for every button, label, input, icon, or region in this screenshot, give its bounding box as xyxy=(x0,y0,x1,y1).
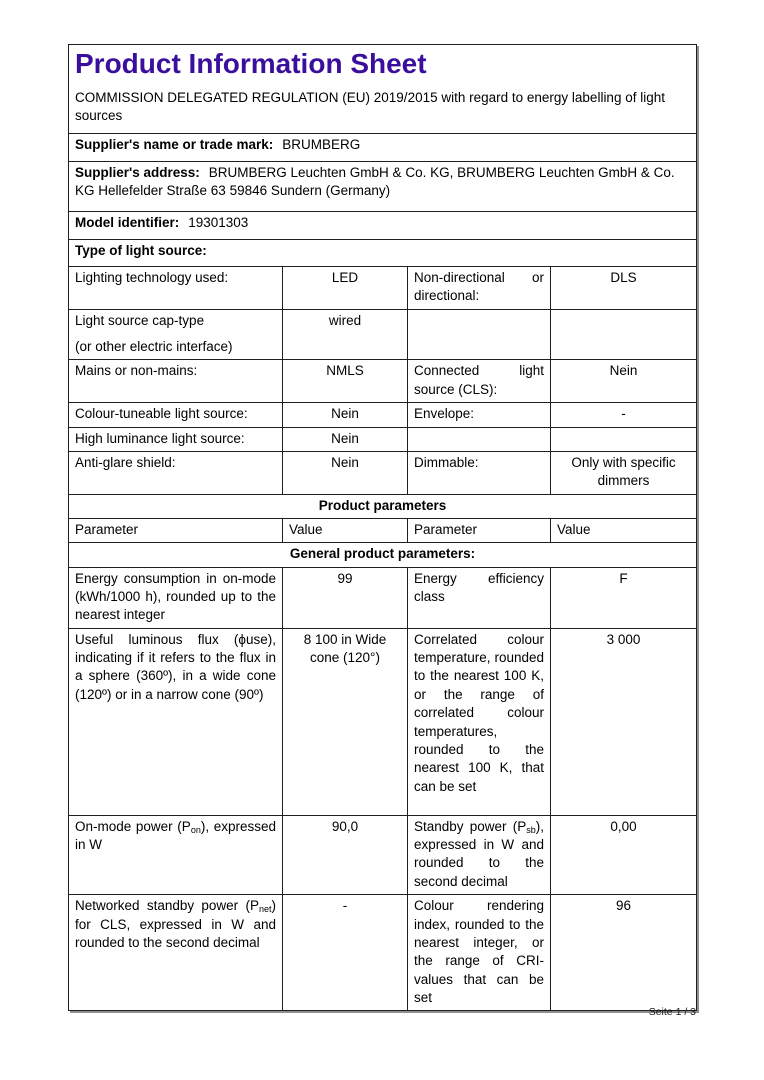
param-cell: Colour rendering index, rounded to the n… xyxy=(407,894,551,1012)
page-number: Seite 1 / 3 xyxy=(648,1006,696,1018)
value-cell: 0,00 xyxy=(550,814,697,896)
value-cell: Nein xyxy=(550,359,697,404)
value-cell: - xyxy=(550,402,697,428)
table-row-luminous-flux: Useful luminous flux (ϕuse), indicating … xyxy=(68,627,697,816)
param-cell: Useful luminous flux (ϕuse), indicating … xyxy=(68,627,283,816)
model-identifier-cell: Model identifier: 19301303 xyxy=(68,211,697,240)
regulation-subtitle: COMMISSION DELEGATED REGULATION (EU) 201… xyxy=(75,89,665,124)
value-cell: - xyxy=(282,894,408,1012)
value-cell xyxy=(550,426,697,452)
param-cell: Energy efficiency class xyxy=(407,566,551,629)
general-parameters-section-title: General product parameters: xyxy=(68,542,697,568)
param-text: Networked standby power (P xyxy=(75,898,259,914)
value-cell: 90,0 xyxy=(282,814,408,896)
table-row-energy-consumption: Energy consumption in on-mode (kWh/1000 … xyxy=(68,566,697,629)
value-cell: 96 xyxy=(550,894,697,1012)
value-cell: 8 100 in Wide cone (120°) xyxy=(282,627,408,816)
param-cell: Correlated colour temperature, rounded t… xyxy=(407,627,551,816)
param-cell: Envelope: xyxy=(407,402,551,428)
table-row-anti-glare: Anti-glare shield: Nein Dimmable: Only w… xyxy=(68,450,697,495)
value-cell: wired xyxy=(282,308,408,361)
table-row-high-luminance: High luminance light source: Nein xyxy=(68,426,697,452)
model-identifier-row: Model identifier: 19301303 xyxy=(68,211,697,240)
param-text: Standby power (P xyxy=(414,818,527,834)
param-text: ), expressed in W and rounded to the sec… xyxy=(414,818,544,889)
param-cell: Light source cap-type (or other electric… xyxy=(68,308,283,361)
supplier-address-row: Supplier's address: BRUMBERG Leuchten Gmb… xyxy=(68,161,697,212)
type-of-light-source-row: Type of light source: xyxy=(68,239,697,267)
param-text: ), expressed in W xyxy=(75,818,276,853)
value-cell: F xyxy=(550,566,697,629)
param-cell: Mains or non-mains: xyxy=(68,359,283,404)
param-cell: Non-directional or directional: xyxy=(407,266,551,310)
param-text: On-mode power (P xyxy=(75,818,191,834)
cap-type-line1: Light source cap-type xyxy=(75,312,205,328)
title-cell: Product Information Sheet COMMISSION DEL… xyxy=(68,44,697,134)
page-title: Product Information Sheet xyxy=(75,48,427,79)
value-cell: Nein xyxy=(282,450,408,495)
param-cell: Standby power (Psb), expressed in W and … xyxy=(407,814,551,896)
table-row-colour-tuneable: Colour-tuneable light source: Nein Envel… xyxy=(68,402,697,428)
cap-type-line2: (or other electric interface) xyxy=(75,339,233,355)
value-cell: 3 000 xyxy=(550,627,697,816)
table-row-on-mode-power: On-mode power (Pon), expressed in W 90,0… xyxy=(68,814,697,896)
supplier-address-cell: Supplier's address: BRUMBERG Leuchten Gmb… xyxy=(68,161,697,212)
supplier-address-label: Supplier's address: xyxy=(75,165,200,180)
table-row-cap-type: Light source cap-type (or other electric… xyxy=(68,308,697,361)
title-row: Product Information Sheet COMMISSION DEL… xyxy=(68,44,697,134)
value-cell xyxy=(550,308,697,361)
supplier-name-cell: Supplier's name or trade mark: BRUMBERG xyxy=(68,133,697,162)
supplier-name-label: Supplier's name or trade mark: xyxy=(75,137,274,152)
table-row-lighting-technology: Lighting technology used: LED Non-direct… xyxy=(68,266,697,310)
column-header: Parameter xyxy=(68,517,283,544)
param-subscript: sb xyxy=(526,824,536,835)
supplier-address-value: BRUMBERG Leuchten GmbH & Co. KG, BRUMBER… xyxy=(75,165,675,199)
value-cell: NMLS xyxy=(282,359,408,404)
column-header: Value xyxy=(550,517,697,544)
value-cell: 99 xyxy=(282,566,408,629)
param-cell: Connected light source (CLS): xyxy=(407,359,551,404)
product-parameters-section-row: Product parameters xyxy=(68,493,697,519)
param-cell: High luminance light source: xyxy=(68,426,283,452)
param-text: ) for CLS, expressed in W and rounded to… xyxy=(75,898,276,950)
table-row-networked-standby: Networked standby power (Pnet) for CLS, … xyxy=(68,894,697,1012)
column-header: Value xyxy=(282,517,408,544)
supplier-name-row: Supplier's name or trade mark: BRUMBERG xyxy=(68,133,697,162)
param-subscript: on xyxy=(190,824,201,835)
param-cell xyxy=(407,308,551,361)
supplier-name-value: BRUMBERG xyxy=(282,137,361,152)
general-parameters-section-row: General product parameters: xyxy=(68,542,697,568)
table-row-mains: Mains or non-mains: NMLS Connected light… xyxy=(68,359,697,404)
param-cell: Energy consumption in on-mode (kWh/1000 … xyxy=(68,566,283,629)
value-cell: DLS xyxy=(550,266,697,310)
type-of-light-source-cell: Type of light source: xyxy=(68,239,697,267)
model-identifier-label: Model identifier: xyxy=(75,215,180,230)
value-cell: Nein xyxy=(282,402,408,428)
value-cell: Only with specific dimmers xyxy=(550,450,697,495)
param-subscript: net xyxy=(258,904,272,915)
product-parameters-section-title: Product parameters xyxy=(68,493,697,519)
param-cell: Dimmable: xyxy=(407,450,551,495)
param-cell: Colour-tuneable light source: xyxy=(68,402,283,428)
param-cell xyxy=(407,426,551,452)
param-cell: Lighting technology used: xyxy=(68,266,283,310)
column-header: Parameter xyxy=(407,517,551,544)
param-cell: Networked standby power (Pnet) for CLS, … xyxy=(68,894,283,1012)
product-information-table: Product Information Sheet COMMISSION DEL… xyxy=(68,44,697,1012)
type-of-light-source-label: Type of light source: xyxy=(75,243,207,258)
param-cell: Anti-glare shield: xyxy=(68,450,283,495)
column-header-row: Parameter Value Parameter Value xyxy=(68,517,697,544)
param-cell: On-mode power (Pon), expressed in W xyxy=(68,814,283,896)
model-identifier-value: 19301303 xyxy=(188,215,249,230)
value-cell: Nein xyxy=(282,426,408,452)
value-cell: LED xyxy=(282,266,408,310)
